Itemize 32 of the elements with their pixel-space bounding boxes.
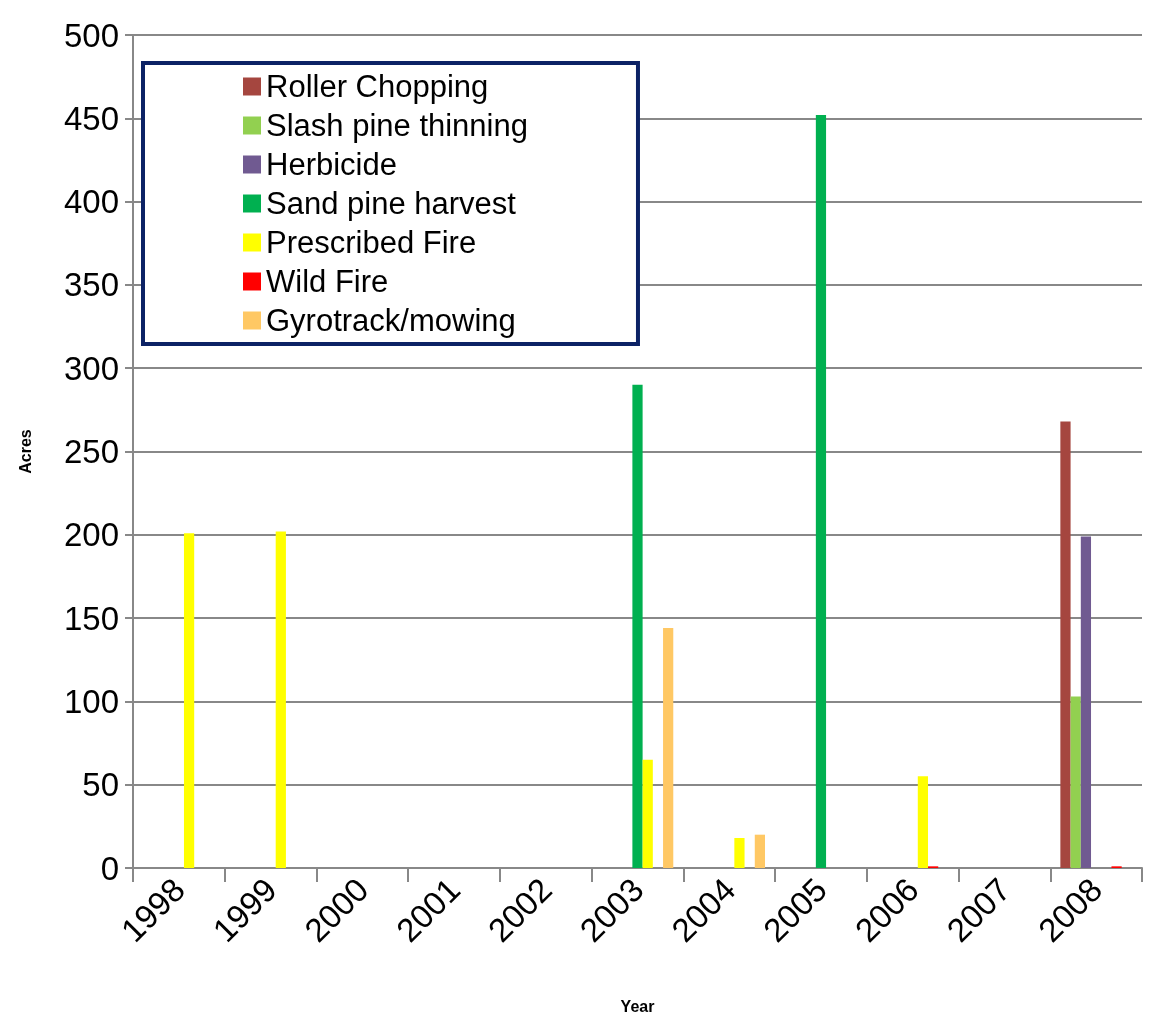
legend-label: Slash pine thinning xyxy=(266,108,528,143)
y-tick-label: 300 xyxy=(63,349,119,387)
bar xyxy=(1070,696,1081,868)
y-tick-label: 0 xyxy=(100,849,119,887)
y-tick-label: 50 xyxy=(82,766,119,804)
y-tick-label: 250 xyxy=(63,433,119,470)
bar xyxy=(754,834,765,868)
bar xyxy=(632,384,643,868)
legend-label: Wild Fire xyxy=(266,264,389,299)
legend-label: Roller Chopping xyxy=(266,69,489,104)
y-tick-label: 500 xyxy=(63,16,119,54)
legend-label: Prescribed Fire xyxy=(266,225,477,260)
y-tick-label: 150 xyxy=(63,599,119,637)
y-axis-title: Acres xyxy=(16,429,34,474)
y-tick-label: 200 xyxy=(63,516,119,554)
bar xyxy=(917,776,929,868)
bar xyxy=(734,838,745,868)
legend-label: Gyrotrack/mowing xyxy=(266,303,516,338)
bar xyxy=(183,533,195,868)
legend-label: Herbicide xyxy=(266,147,397,182)
y-tick-label: 450 xyxy=(63,99,119,137)
bar xyxy=(1060,421,1071,868)
y-tick-label: 100 xyxy=(63,682,119,720)
bar xyxy=(663,628,674,868)
y-tick-label: 400 xyxy=(63,183,119,221)
bar xyxy=(275,531,286,868)
x-axis-title: Year xyxy=(620,997,655,1015)
bar xyxy=(815,114,827,868)
bar xyxy=(1080,536,1092,868)
y-tick-label: 350 xyxy=(63,266,119,304)
legend-label: Sand pine harvest xyxy=(266,186,517,221)
bar xyxy=(642,759,653,868)
